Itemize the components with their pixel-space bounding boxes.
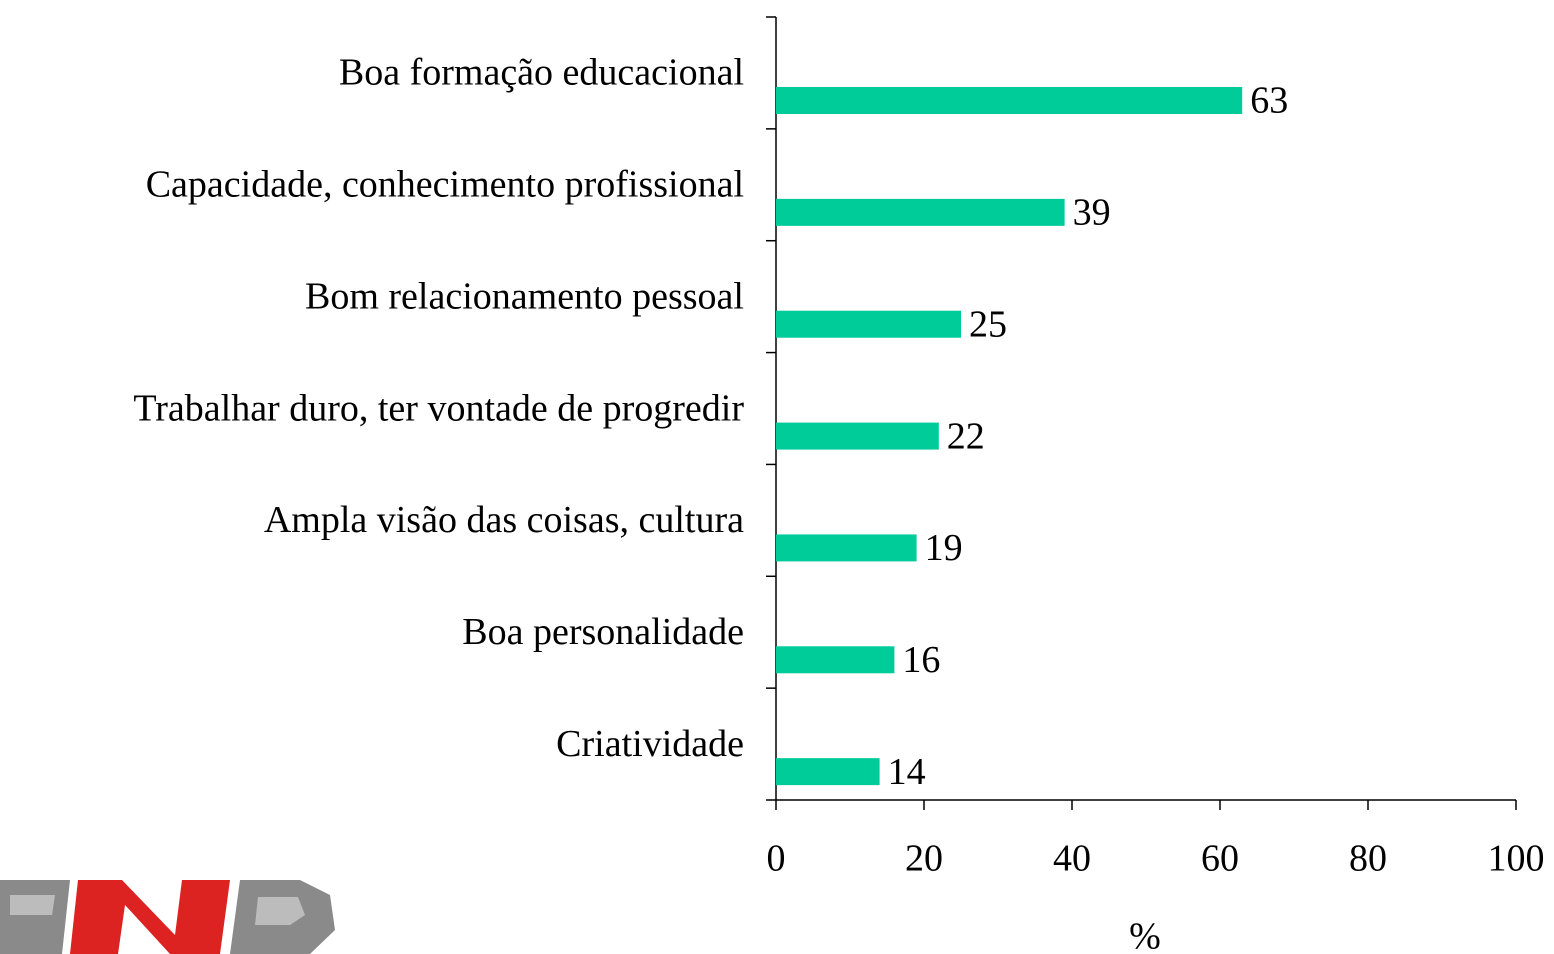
bar bbox=[776, 646, 895, 674]
x-axis-label: % bbox=[1129, 916, 1161, 954]
bar bbox=[776, 758, 880, 786]
bar bbox=[776, 87, 1243, 114]
category-label: Criatividade bbox=[556, 723, 744, 765]
bar bbox=[776, 198, 1065, 226]
logo bbox=[0, 880, 335, 954]
x-tick-label: 20 bbox=[905, 838, 943, 880]
category-label: Trabalhar duro, ter vontade de progredir bbox=[133, 387, 744, 429]
category-label: Boa formação educacional bbox=[339, 52, 744, 94]
bar bbox=[776, 310, 961, 338]
bar bbox=[776, 534, 917, 562]
category-label: Capacidade, conhecimento profissional bbox=[146, 164, 744, 206]
value-label: 39 bbox=[1073, 192, 1111, 234]
category-label: Boa personalidade bbox=[462, 611, 744, 653]
value-label: 14 bbox=[888, 751, 926, 793]
value-label: 19 bbox=[925, 527, 963, 569]
bar bbox=[776, 422, 939, 450]
value-label: 22 bbox=[947, 415, 985, 457]
x-tick-label: 80 bbox=[1349, 838, 1387, 880]
x-tick-label: 40 bbox=[1053, 838, 1091, 880]
x-tick-label: 100 bbox=[1488, 838, 1545, 880]
value-label: 63 bbox=[1250, 80, 1288, 122]
value-label: 25 bbox=[969, 303, 1007, 345]
category-label: Bom relacionamento pessoal bbox=[305, 275, 744, 317]
x-tick-label: 0 bbox=[767, 838, 786, 880]
x-tick-label: 60 bbox=[1201, 838, 1239, 880]
value-label: 16 bbox=[902, 639, 940, 681]
category-label: Ampla visão das coisas, cultura bbox=[264, 499, 744, 541]
